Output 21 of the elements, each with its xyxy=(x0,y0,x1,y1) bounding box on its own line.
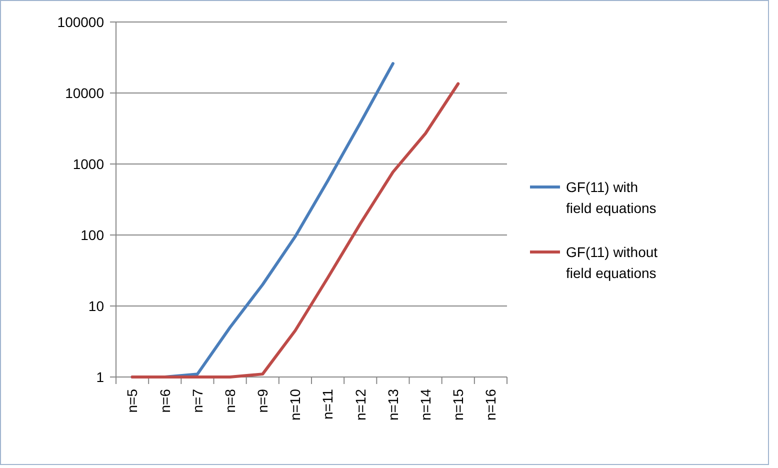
x-tick-label: n=12 xyxy=(352,388,368,421)
legend-label: GF(11) with field equations xyxy=(566,178,656,216)
x-tick-label: n=6 xyxy=(156,388,173,413)
x-tick-label: n=10 xyxy=(287,388,304,421)
y-tick-label: 100 xyxy=(80,226,104,243)
x-tick-label: n=14 xyxy=(417,388,434,421)
x-tick-label: n=16 xyxy=(482,388,499,421)
x-tick-label: n=11 xyxy=(320,388,336,420)
y-tick-label: 100000 xyxy=(57,14,104,30)
x-tick-label: n=5 xyxy=(124,388,140,413)
x-tick-label: n=15 xyxy=(450,388,466,421)
x-tick-label: n=13 xyxy=(384,388,401,421)
y-tick-label: 10 xyxy=(88,298,104,314)
x-tick-label: n=9 xyxy=(254,388,271,413)
y-tick-label: 1000 xyxy=(72,156,104,172)
line-series xyxy=(130,82,460,378)
legend-label: GF(11) without field equations xyxy=(566,244,658,281)
x-tick-label: n=8 xyxy=(222,388,238,413)
x-tick-label: n=7 xyxy=(189,388,206,413)
y-tick-label: 1 xyxy=(96,368,104,385)
y-tick-label: 10000 xyxy=(65,84,104,101)
